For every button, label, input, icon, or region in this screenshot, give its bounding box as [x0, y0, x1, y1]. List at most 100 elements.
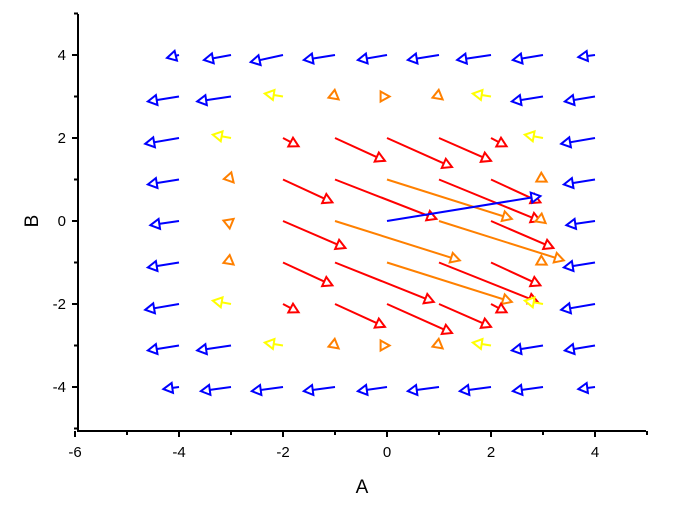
arrowhead-icon — [448, 251, 462, 264]
arrowhead-icon — [249, 383, 263, 397]
arrowhead-icon — [145, 93, 159, 107]
arrowhead-icon — [479, 150, 493, 163]
arrowhead-icon — [424, 209, 439, 222]
arrowhead-icon — [286, 301, 301, 314]
vector-arrow — [576, 381, 596, 395]
arrowhead-icon — [576, 49, 590, 63]
arrowhead-icon — [562, 342, 576, 356]
arrowhead-icon — [564, 217, 578, 231]
arrowhead-icon — [379, 89, 392, 104]
arrowhead-icon — [320, 275, 335, 288]
arrowhead-icon — [148, 217, 162, 231]
arrowhead-icon — [301, 383, 315, 397]
arrowhead-icon — [201, 51, 216, 65]
arrowhead-icon — [510, 51, 524, 65]
vector-arrow — [438, 137, 493, 163]
arrowhead-icon — [522, 295, 536, 310]
vector-arrow — [145, 342, 180, 356]
arrowhead-icon — [529, 191, 543, 205]
arrowhead-icon — [528, 275, 543, 288]
vector-arrow — [195, 93, 232, 107]
vector-arrow — [282, 220, 348, 251]
vector-arrow — [143, 135, 180, 149]
x-axis-title: A — [356, 477, 369, 498]
arrowhead-icon — [333, 237, 348, 251]
arrowhead-icon — [500, 209, 514, 223]
arrowhead-icon — [440, 322, 454, 336]
vector-arrow — [534, 170, 549, 183]
arrowhead-icon — [326, 336, 341, 350]
vector-arrow — [198, 383, 232, 397]
arrowhead-icon — [552, 251, 566, 264]
arrowhead-icon — [430, 336, 445, 350]
vector-arrow — [282, 261, 335, 288]
arrowhead-icon — [221, 253, 236, 266]
vector-arrow — [221, 170, 235, 184]
vector-arrow — [490, 261, 543, 288]
arrowhead-icon — [355, 383, 369, 397]
arrowhead-icon — [379, 338, 392, 353]
arrowhead-icon — [373, 150, 387, 163]
arrowhead-icon — [541, 237, 556, 251]
arrowhead-icon — [301, 51, 315, 66]
arrowhead-icon — [500, 292, 514, 306]
vector-arrow — [355, 383, 388, 397]
vector-arrow — [564, 217, 596, 231]
vector-arrow — [438, 303, 493, 329]
vector-arrow — [210, 295, 232, 310]
arrowhead-icon — [562, 93, 576, 107]
vector-arrow — [282, 301, 301, 314]
arrowhead-icon — [221, 170, 235, 184]
vector-arrow — [386, 261, 514, 306]
vector-arrow — [533, 211, 548, 225]
vector-arrow — [249, 383, 284, 397]
vector-arrow — [165, 49, 180, 63]
y-tick-label: 0 — [58, 213, 66, 230]
vector-arrow — [334, 303, 387, 329]
vector-arrow — [145, 176, 180, 190]
y-tick-label: 2 — [58, 130, 66, 147]
arrowhead-icon — [457, 383, 471, 397]
vector-arrow — [386, 137, 454, 170]
arrowhead-icon — [533, 211, 548, 225]
vector-arrow — [262, 88, 284, 102]
vector-arrow — [201, 51, 232, 65]
y-axis-ticks: -4 -2 0 2 4 — [53, 12, 78, 430]
vector-arrow — [559, 135, 596, 149]
vector-arrow — [145, 93, 180, 107]
vector-arrow — [221, 253, 236, 266]
vector-arrow — [430, 336, 445, 350]
arrowhead-icon — [405, 51, 419, 66]
vector-arrow — [301, 383, 336, 397]
arrowhead-icon — [422, 291, 436, 305]
vector-arrow — [457, 383, 492, 397]
arrowhead-icon — [195, 342, 209, 356]
arrowhead-icon — [248, 53, 262, 67]
vector-arrow — [161, 381, 180, 395]
arrowhead-icon — [509, 93, 523, 107]
arrowhead-icon — [559, 135, 573, 149]
vector-arrow — [561, 259, 596, 273]
vector-arrow — [379, 338, 392, 353]
y-tick-label: -4 — [53, 379, 66, 396]
arrowhead-icon — [561, 259, 575, 273]
vector-arrow — [145, 259, 180, 273]
vector-arrow — [248, 53, 284, 67]
arrowhead-icon — [165, 49, 179, 63]
arrowhead-icon — [143, 301, 157, 315]
arrowhead-icon — [161, 381, 175, 395]
x-tick-label: 4 — [591, 444, 599, 461]
arrowhead-icon — [145, 259, 159, 273]
arrowhead-icon — [143, 135, 157, 149]
x-tick-label: 0 — [383, 444, 391, 461]
x-axis-ticks: -6 -4 -2 0 2 4 — [68, 431, 648, 461]
vector-arrow — [143, 301, 180, 315]
vector-arrow — [262, 337, 284, 351]
x-tick-label: -2 — [276, 444, 289, 461]
arrowhead-icon — [470, 88, 484, 102]
arrowhead-icon — [405, 383, 419, 397]
vector-arrow — [386, 303, 454, 336]
vector-arrow — [522, 129, 544, 144]
arrowhead-icon — [145, 342, 159, 356]
